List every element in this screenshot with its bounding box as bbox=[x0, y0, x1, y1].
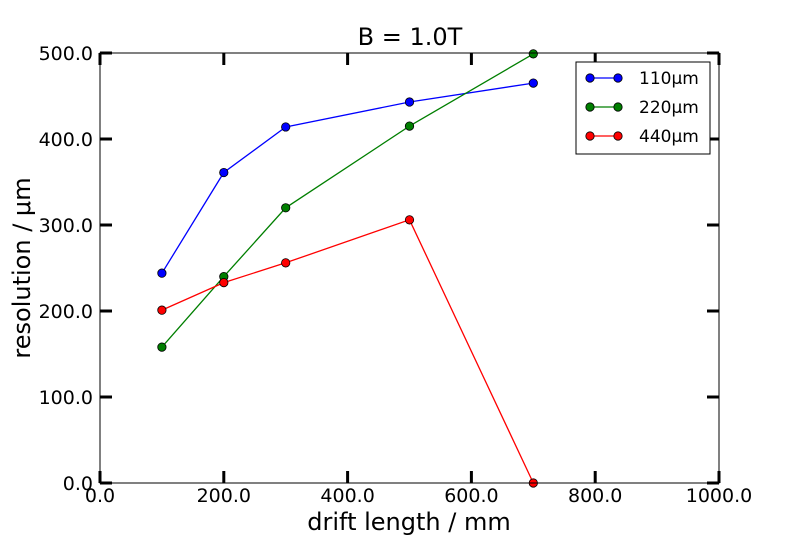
legend-marker bbox=[613, 73, 623, 83]
x-tick-label: 200.0 bbox=[197, 485, 251, 507]
chart-title: B = 1.0T bbox=[358, 23, 463, 51]
legend-label: 220μm bbox=[639, 98, 699, 118]
data-point bbox=[157, 268, 167, 278]
x-tick-label: 1000.0 bbox=[686, 485, 752, 507]
data-point bbox=[528, 78, 538, 88]
legend-label: 110μm bbox=[639, 69, 699, 89]
legend-marker bbox=[613, 102, 623, 112]
legend-box bbox=[575, 61, 711, 155]
series-layer bbox=[157, 49, 538, 488]
legend-label: 440μm bbox=[639, 127, 699, 147]
legend-marker bbox=[585, 131, 595, 141]
legend-marker bbox=[585, 102, 595, 112]
y-axis-title: resolution / μm bbox=[8, 177, 36, 358]
x-tick-label: 800.0 bbox=[568, 485, 622, 507]
legend: 110μm 220μm 440μm bbox=[575, 61, 711, 155]
data-point bbox=[219, 167, 229, 178]
x-tick-label: 600.0 bbox=[444, 485, 498, 507]
series-line bbox=[161, 53, 534, 348]
series-1 bbox=[157, 78, 538, 278]
x-tick-label: 400.0 bbox=[320, 485, 374, 507]
y-tick-label: 500.0 bbox=[39, 43, 93, 65]
plot-frame bbox=[99, 52, 720, 484]
data-point bbox=[219, 278, 229, 288]
y-tick-label: 0.0 bbox=[63, 473, 93, 495]
legend-marker bbox=[585, 73, 595, 83]
data-point bbox=[281, 203, 291, 213]
x-axis-title: drift length / mm bbox=[307, 508, 510, 536]
data-point bbox=[528, 49, 538, 59]
legend-entry: 440μm bbox=[585, 127, 699, 147]
y-tick-label: 100.0 bbox=[39, 387, 93, 409]
legend-entry: 110μm bbox=[585, 69, 699, 89]
data-point bbox=[157, 305, 167, 315]
y-tick-label: 200.0 bbox=[39, 301, 93, 323]
data-point bbox=[281, 258, 291, 268]
series-3 bbox=[157, 215, 538, 488]
data-point bbox=[404, 215, 415, 225]
data-point bbox=[281, 122, 291, 132]
series-line bbox=[161, 218, 534, 484]
legend-entry: 220μm bbox=[585, 98, 699, 118]
y-tick-label: 400.0 bbox=[39, 129, 93, 151]
data-point bbox=[157, 342, 167, 352]
y-tick-label: 300.0 bbox=[39, 215, 93, 237]
data-point bbox=[404, 97, 415, 107]
x-tick-label: 0.0 bbox=[85, 485, 115, 507]
series-line bbox=[161, 82, 534, 274]
data-point bbox=[404, 121, 415, 131]
legend-marker bbox=[613, 131, 623, 141]
series-2 bbox=[157, 49, 538, 352]
tick-labels: 0.0 200.0 400.0 600.0 800.0 1000.0 0.0 100.0 200… bbox=[39, 43, 753, 507]
